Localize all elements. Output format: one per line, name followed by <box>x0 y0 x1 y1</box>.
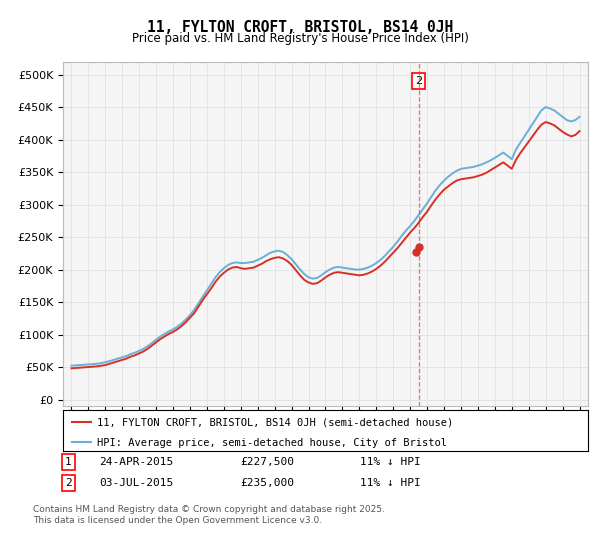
Text: 11, FYLTON CROFT, BRISTOL, BS14 0JH (semi-detached house): 11, FYLTON CROFT, BRISTOL, BS14 0JH (sem… <box>97 418 454 428</box>
Text: 03-JUL-2015: 03-JUL-2015 <box>99 478 173 488</box>
Text: Contains HM Land Registry data © Crown copyright and database right 2025.
This d: Contains HM Land Registry data © Crown c… <box>33 505 385 525</box>
Text: Price paid vs. HM Land Registry's House Price Index (HPI): Price paid vs. HM Land Registry's House … <box>131 32 469 45</box>
Text: 1: 1 <box>65 457 71 467</box>
Text: 2: 2 <box>65 478 71 488</box>
Text: 2: 2 <box>415 76 422 86</box>
Text: 11, FYLTON CROFT, BRISTOL, BS14 0JH: 11, FYLTON CROFT, BRISTOL, BS14 0JH <box>147 20 453 35</box>
Text: £227,500: £227,500 <box>240 457 294 467</box>
Text: £235,000: £235,000 <box>240 478 294 488</box>
Text: 11% ↓ HPI: 11% ↓ HPI <box>360 478 421 488</box>
Text: HPI: Average price, semi-detached house, City of Bristol: HPI: Average price, semi-detached house,… <box>97 438 447 448</box>
Text: 24-APR-2015: 24-APR-2015 <box>99 457 173 467</box>
Text: 11% ↓ HPI: 11% ↓ HPI <box>360 457 421 467</box>
